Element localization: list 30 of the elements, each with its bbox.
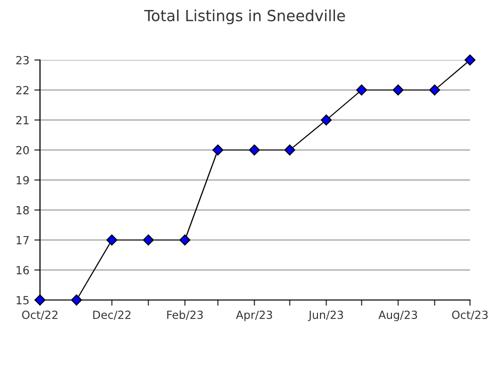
point (429, 84, 440, 96)
x-tick-label: Oct/22 (22, 310, 58, 320)
y-tick-label: 17 (16, 236, 29, 244)
point (284, 144, 296, 156)
point (392, 84, 404, 96)
point (356, 84, 368, 96)
x-tick-label: Feb/23 (167, 310, 203, 320)
y-tick-label: 15 (16, 296, 29, 304)
point (320, 114, 332, 126)
y-tick-label: 16 (16, 266, 29, 274)
x-tick-label: Apr/23 (236, 310, 272, 322)
point (464, 54, 476, 66)
y-tick-label: 21 (16, 116, 29, 124)
point (248, 144, 260, 156)
x-tick-label: Aug/23 (378, 310, 418, 322)
y-tick-label: 18 (16, 206, 29, 214)
point (34, 294, 46, 306)
point (142, 234, 154, 246)
point (71, 294, 82, 306)
y-tick-label: 19 (16, 176, 29, 184)
point (106, 234, 118, 246)
x-tick-label: Dec/22 (93, 310, 130, 320)
y-tick-label: 23 (16, 56, 29, 64)
x-tick-label: Jun/23 (308, 310, 344, 322)
x-tick-label: Oct/23 (452, 310, 488, 320)
point (179, 234, 190, 246)
y-tick-label: 22 (16, 86, 28, 94)
y-tick-label: 20 (16, 146, 29, 154)
chart-title: Total Listings in Sneedville (144, 10, 345, 24)
point (212, 144, 224, 156)
